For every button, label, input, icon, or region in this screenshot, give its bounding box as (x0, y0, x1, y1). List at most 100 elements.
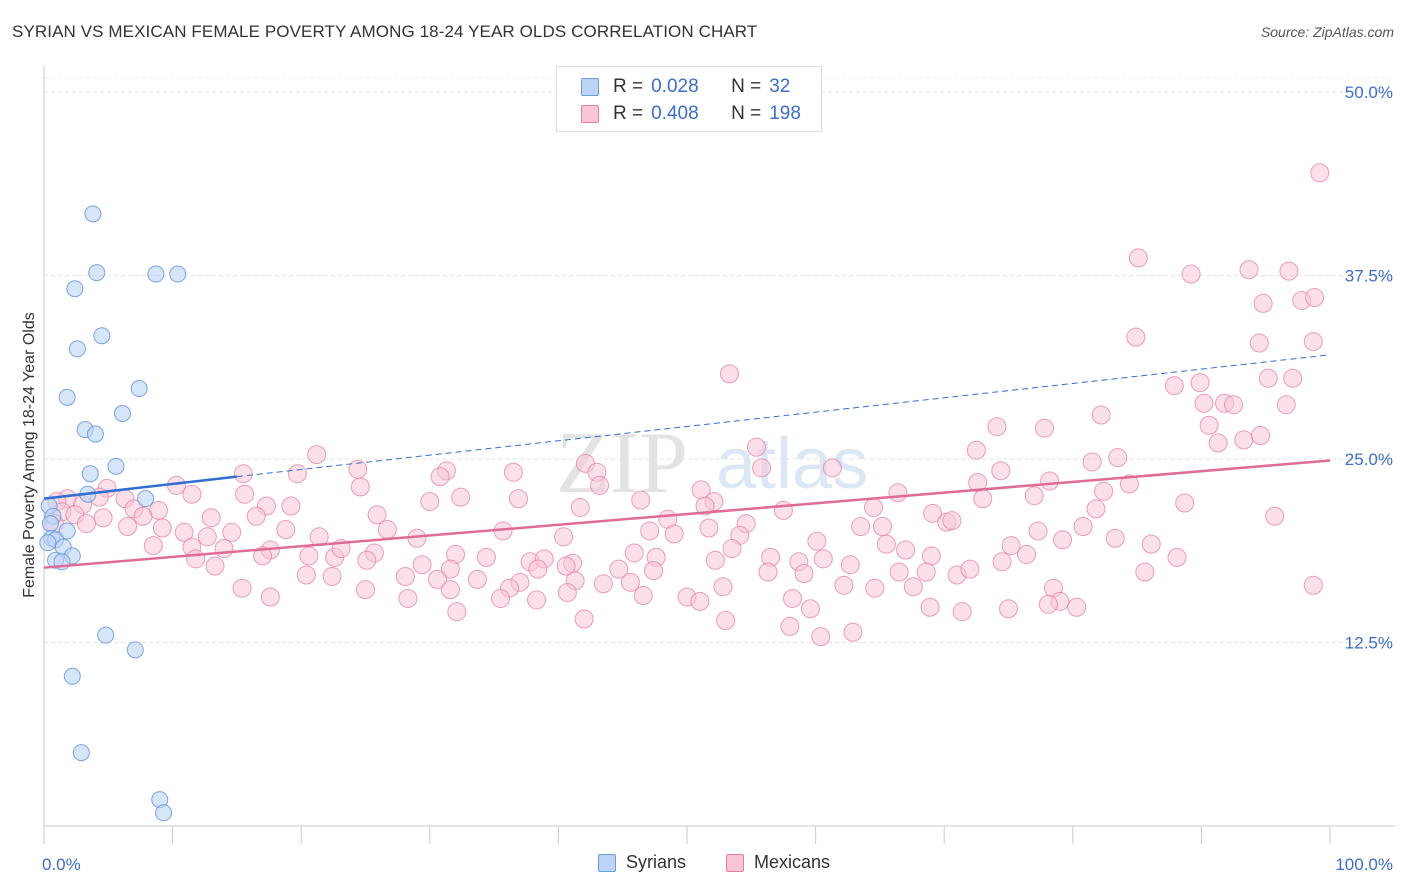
mexicans-point-89 (872, 517, 892, 537)
syrians-point-7 (130, 380, 148, 398)
mexicans-point-48 (350, 477, 370, 497)
legend-row-mexicans: R = 0.408 N = 198 (581, 102, 801, 126)
mexicans-point-98 (174, 522, 194, 542)
syrians-point-11 (86, 425, 104, 443)
mexicans-point-146 (412, 555, 432, 575)
mexicans-point-81 (93, 508, 113, 528)
mexicans-point-95 (76, 514, 96, 534)
mexicans-point-189 (527, 590, 547, 610)
mexicans-point-34 (1082, 452, 1102, 472)
mexicans-point-20 (1276, 395, 1296, 415)
mexicans-point-13 (1190, 373, 1210, 393)
mexicans-point-118 (214, 539, 234, 559)
mexicans-point-195 (447, 602, 467, 622)
n-label: N = (731, 103, 762, 124)
n-label: N = (731, 76, 762, 97)
legend-item-mexicans: Mexicans (726, 852, 830, 873)
mexicans-point-22 (1035, 418, 1055, 438)
mexicans-point-172 (903, 577, 923, 597)
mexicans-point-194 (1038, 594, 1058, 614)
syrians-point-8 (58, 388, 76, 406)
mexicans-point-200 (843, 622, 863, 642)
correlation-legend: R = 0.028 N = 32 R = 0.408 N = 198 (556, 66, 822, 132)
mexicans-point-73 (695, 496, 715, 516)
mexicans-point-11 (719, 364, 739, 384)
mexicans-point-24 (1208, 433, 1228, 453)
mexicans-point-106 (554, 527, 574, 547)
mexicans-point-7 (1305, 288, 1325, 308)
mexicans-point-78 (1265, 506, 1285, 526)
x-tick-label-1: 100.0% (1335, 855, 1393, 874)
mexicans-point-72 (570, 497, 590, 517)
syrians-point-22 (39, 534, 57, 552)
axes (43, 66, 1395, 844)
syrians-point-1 (88, 264, 106, 282)
mexicans-point-190 (690, 591, 710, 611)
mexicans-point-132 (722, 539, 742, 559)
y-tick-label-1: 25.0% (1345, 450, 1393, 469)
mexicans-point-129 (624, 543, 644, 563)
mexicans-point-3 (1239, 260, 1259, 280)
mexicans-point-141 (1105, 528, 1125, 548)
mexicans-point-103 (377, 519, 397, 539)
mexicans-point-36 (307, 445, 327, 465)
legend-row-syrians: R = 0.028 N = 32 (581, 75, 790, 99)
mexicans-point-99 (197, 527, 217, 547)
syrians-trend-dashed (236, 354, 1331, 478)
mexicans-point-83 (201, 508, 221, 528)
mexicans-point-91 (942, 511, 962, 531)
syrians-point-6 (68, 340, 86, 358)
mexicans-point-177 (440, 580, 460, 600)
syrians-point-5 (93, 327, 111, 345)
mexicans-point-192 (952, 602, 972, 622)
mexicans-point-82 (133, 506, 153, 526)
mexicans-point-19 (1224, 395, 1244, 415)
mexicans-point-193 (999, 599, 1018, 619)
mexicans-point-151 (644, 561, 664, 581)
mexicans-point-23 (1199, 415, 1219, 435)
mexicans-point-168 (620, 572, 640, 592)
mexicans-point-76 (923, 503, 943, 523)
y-tick-label-0: 12.5% (1345, 634, 1393, 653)
mexicans-point-169 (713, 577, 733, 597)
mexicans-point-70 (281, 496, 301, 516)
mexicans-point-113 (1001, 536, 1021, 556)
mexicans-point-88 (851, 517, 871, 537)
mexicans-point-180 (633, 586, 653, 606)
mexicans-point-108 (664, 524, 684, 544)
chart-title: SYRIAN VS MEXICAN FEMALE POVERTY AMONG 1… (12, 22, 758, 41)
mexicans-r-value: 0.408 (651, 103, 699, 124)
r-label: R = (613, 103, 644, 124)
mexicans-point-33 (991, 461, 1011, 481)
mexicans-point-157 (960, 559, 980, 579)
mexicans-point-63 (1024, 486, 1044, 506)
mexicans-point-26 (1251, 426, 1271, 446)
mexicans-point-28 (746, 437, 766, 457)
mexicans-point-198 (780, 616, 800, 636)
mexicans-point-120 (299, 546, 319, 566)
syrians-point-30 (72, 744, 90, 762)
mexicans-point-145 (357, 550, 377, 570)
mexicans-trend-line (43, 459, 1331, 569)
mexicans-point-71 (420, 492, 440, 512)
mexicans-point-12 (1164, 376, 1184, 396)
mexicans-point-62 (973, 489, 993, 509)
mexicans-point-147 (440, 559, 460, 579)
mexicans-point-174 (1303, 575, 1323, 595)
mexicans-point-85 (367, 505, 387, 525)
mexicans-point-191 (800, 599, 820, 619)
mexicans-point-175 (232, 578, 252, 598)
source-label: Source: ZipAtlas.com (1260, 24, 1394, 40)
mexicans-swatch (581, 105, 599, 123)
mexicans-point-101 (276, 519, 296, 539)
syrians-swatch (581, 78, 599, 96)
mexicans-point-152 (758, 562, 778, 582)
mexicans-point-199 (811, 627, 831, 647)
y-tick-label-2: 37.5% (1345, 267, 1393, 286)
mexicans-point-109 (699, 518, 719, 538)
syrians-point-0 (84, 205, 102, 223)
y-tick-labels: 12.5% 25.0% 37.5% 50.0% (1345, 83, 1393, 652)
mexicans-point-125 (476, 547, 496, 567)
mexicans-point-45 (1119, 474, 1139, 494)
